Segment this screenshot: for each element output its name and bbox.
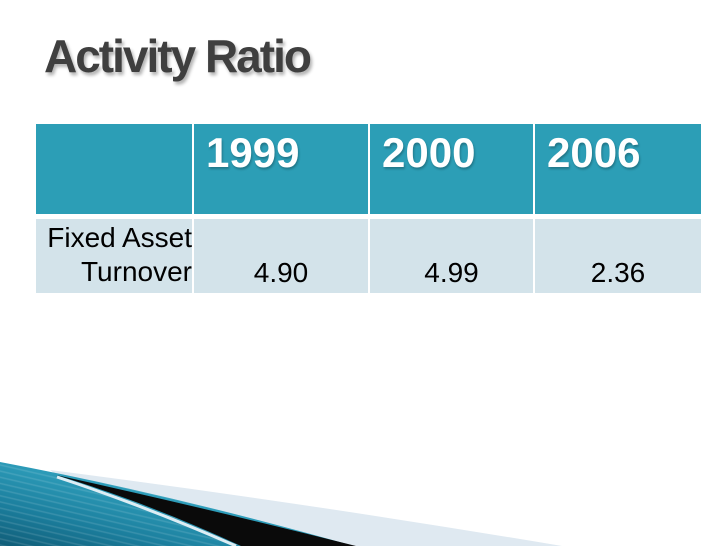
table-cell-value-1999: 4.90 xyxy=(194,219,368,293)
teal-wedge xyxy=(0,462,354,546)
pale-wedge xyxy=(50,470,562,546)
slide-title: Activity Ratio xyxy=(44,30,312,82)
table-header-2006: 2006 xyxy=(535,124,701,214)
table-header-1999: 1999 xyxy=(194,124,368,214)
black-arrow-stripe xyxy=(56,475,356,546)
table-cell-value-2006: 2.36 xyxy=(535,219,701,293)
table-header-2000: 2000 xyxy=(370,124,533,214)
row-label-line-1: Fixed Asset xyxy=(47,222,192,253)
activity-ratio-table: 1999 2000 2006 Fixed Asset Turnover 4.90… xyxy=(36,124,701,293)
row-label-line-2: Turnover xyxy=(80,256,192,287)
teal-wedge-stripes xyxy=(0,462,354,546)
wedge-highlight-line xyxy=(56,475,237,546)
table-cell-value-2000: 4.99 xyxy=(370,219,533,293)
table-header-empty xyxy=(36,124,192,214)
table-row-label: Fixed Asset Turnover xyxy=(36,219,192,293)
